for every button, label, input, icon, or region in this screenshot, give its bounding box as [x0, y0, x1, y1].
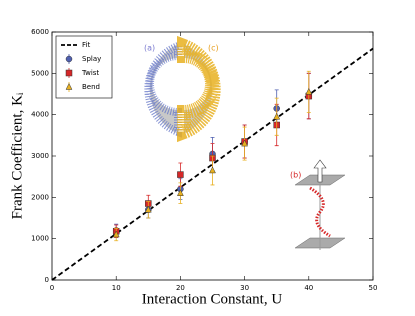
x-tick-label: 30 — [240, 284, 249, 292]
marker — [241, 139, 249, 147]
marker — [273, 112, 281, 120]
legend-label: Fit — [82, 41, 90, 49]
marker — [65, 69, 73, 77]
x-tick-label: 10 — [112, 284, 121, 292]
y-tick-label: 0 — [45, 276, 49, 284]
marker — [176, 189, 184, 196]
legend-box — [55, 35, 113, 99]
inset-b-arrow — [313, 159, 327, 183]
x-tick-label: 20 — [176, 284, 185, 292]
y-tick-label: 6000 — [31, 28, 49, 36]
marker — [65, 82, 73, 90]
inset-images: (a) (c) (b) — [144, 35, 346, 250]
marker — [144, 205, 152, 213]
marker — [65, 55, 73, 63]
y-axis-label: Frank Coefficient, Kᵢ — [9, 92, 25, 219]
marker — [177, 171, 184, 178]
y-tick-label: 4000 — [31, 111, 49, 119]
annotation: (b) — [290, 171, 301, 180]
inset-b-helix — [309, 186, 331, 238]
legend-label: Twist — [81, 69, 99, 77]
y-tick-label: 2000 — [31, 193, 49, 201]
marker — [209, 166, 216, 174]
x-axis-label: Interaction Constant, U — [142, 291, 283, 307]
annotation: (a) — [144, 44, 155, 53]
y-tick-label: 1000 — [31, 235, 49, 243]
inset-a — [149, 44, 178, 134]
legend-label: Splay — [82, 55, 101, 63]
x-tick-label: 40 — [304, 284, 313, 292]
annotation: (c) — [208, 44, 219, 53]
marker — [112, 230, 120, 238]
fit-line — [51, 47, 374, 281]
legend-label: Bend — [82, 83, 100, 91]
y-tick-label: 5000 — [31, 69, 49, 77]
inset-c-rods — [177, 35, 221, 143]
y-tick-label: 3000 — [31, 152, 49, 160]
marker — [305, 87, 313, 95]
x-tick-label: 50 — [369, 284, 378, 292]
x-tick-label: 0 — [50, 284, 54, 292]
